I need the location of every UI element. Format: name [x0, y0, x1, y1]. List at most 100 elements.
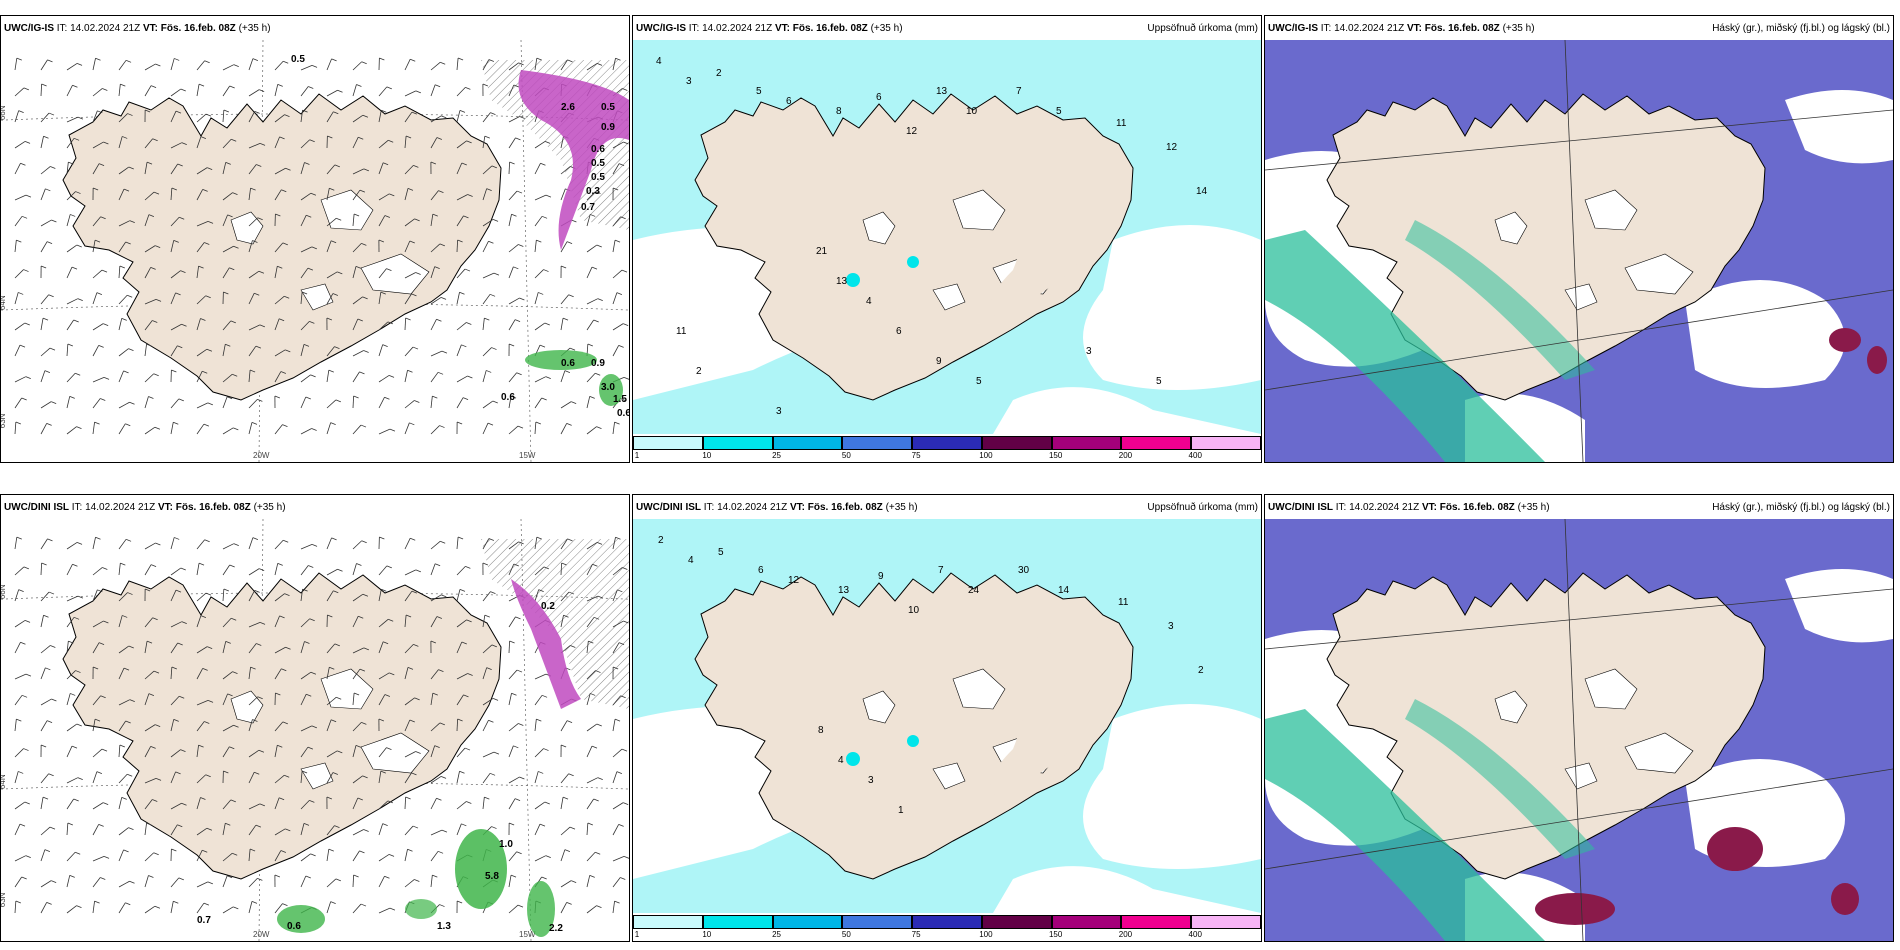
grid-label-lat: 63N	[1, 413, 7, 428]
wind-value-label: 2.2	[549, 923, 563, 934]
precip-value-label: 5	[718, 547, 724, 558]
mid-cloud-patch	[1535, 893, 1615, 925]
precip-value-label: 7	[1016, 86, 1022, 97]
panel-precip-igis: UWC/IG-IS IT: 14.02.2024 21Z VT: Fös. 16…	[632, 15, 1262, 463]
colorbar-label: 400	[1188, 930, 1202, 939]
precip-value-label: 3	[868, 775, 874, 786]
precip-value-label: 24	[968, 585, 980, 596]
wind-value-label: 0.6	[287, 921, 301, 932]
valid-time: Fös. 16.feb. 08Z	[175, 501, 251, 513]
colorbar-label: 50	[841, 451, 851, 460]
precip-colorbar: 1 10 25 50 75 100 150 200 400	[633, 434, 1261, 462]
wind-value-label: 0.6	[561, 358, 575, 369]
colorbar-label: 1	[634, 930, 640, 939]
lead-time: (+35 h)	[1502, 22, 1535, 34]
it-label: IT:	[56, 22, 68, 34]
colorbar-swatch	[633, 915, 703, 929]
vt-label: VT:	[1421, 501, 1437, 513]
precip-map: 2 4 5 6 12 13 9 10 7 24 30 14 11 3 2 8 4 3 1	[633, 519, 1261, 913]
precip-value-label: 6	[876, 92, 882, 103]
colorbar-swatch	[981, 436, 1052, 450]
init-time: 14.02.2024 21Z	[717, 501, 788, 513]
colorbar-swatch	[1051, 436, 1122, 450]
precip-value-label: 4	[688, 555, 694, 566]
precip-value-label: 5	[1056, 106, 1062, 117]
colorbar-label: 10	[702, 451, 712, 460]
iceland-coastline	[1326, 572, 1766, 880]
wind-value-label: 2.6	[561, 102, 575, 113]
dry-land	[793, 736, 833, 764]
high-cloud-band	[1405, 220, 1595, 380]
colorbar-swatch	[1121, 915, 1192, 929]
wind-value-label: 0.6	[501, 392, 515, 403]
precip-value-label: 12	[906, 126, 918, 137]
mid-cloud-patch	[1829, 328, 1861, 352]
hatched-area	[481, 539, 629, 709]
high-cloud-band	[1265, 230, 1545, 462]
valid-time: Fös. 16.feb. 08Z	[807, 501, 883, 513]
colorbar-label: 75	[911, 930, 921, 939]
valid-time: Fös. 16.feb. 08Z	[1424, 22, 1500, 34]
panel-cloud-igis: UWC/IG-IS IT: 14.02.2024 21Z VT: Fös. 16…	[1264, 15, 1894, 463]
precip-value-label: 9	[936, 356, 942, 367]
high-cloud-band	[1405, 699, 1595, 859]
init-time: 14.02.2024 21Z	[1334, 22, 1405, 34]
precip-value-label: 30	[1018, 565, 1030, 576]
dry-land	[990, 152, 1113, 320]
precip-value-label: 9	[878, 571, 884, 582]
colorbar-label: 25	[772, 451, 781, 460]
init-time: 14.02.2024 21Z	[702, 22, 773, 34]
wind-value-label: 0.7	[581, 202, 595, 213]
colorbar-swatch	[1191, 436, 1261, 450]
product-title: Háský (gr.), miðský (fj.bl.) og lágský (…	[1712, 22, 1890, 34]
projection-lines	[1265, 40, 1893, 462]
colorbar-swatch	[842, 915, 913, 929]
colorbar-swatch	[772, 915, 843, 929]
precip-value-label: 11	[1116, 118, 1127, 129]
colorbar-label: 25	[772, 930, 781, 939]
grid-label-lat: 66N	[1, 105, 7, 120]
precip-value-label: 3	[686, 76, 692, 87]
colorbar-swatch	[1051, 915, 1122, 929]
wind-value-label: 0.7	[197, 915, 211, 926]
lead-time: (+35 h)	[1517, 501, 1550, 513]
model-name: UWC/DINI ISL	[1268, 501, 1333, 513]
vt-label: VT:	[157, 501, 173, 513]
it-label: IT:	[1320, 22, 1332, 34]
init-time: 14.02.2024 21Z	[70, 22, 141, 34]
wind-value-label: 0.6	[617, 408, 629, 419]
wind-value-label: 1.0	[499, 839, 513, 850]
panel-cloud-dini: UWC/DINI ISL IT: 14.02.2024 21Z VT: Fös.…	[1264, 494, 1894, 942]
colorbar-label: 1	[634, 451, 640, 460]
wind-value-label: 0.2	[541, 601, 555, 612]
colorbar-label: 150	[1048, 930, 1063, 939]
it-label: IT:	[1335, 501, 1347, 513]
precip-value-label: 4	[656, 56, 662, 67]
lead-time: (+35 h)	[870, 22, 903, 34]
panel-header: UWC/IG-IS IT: 14.02.2024 21Z VT: Fös. 16…	[1, 16, 629, 40]
it-label: IT:	[71, 501, 83, 513]
wind-value-label: 1.5	[613, 394, 627, 405]
mid-cloud-patch	[1707, 827, 1763, 871]
colorbar-label: 150	[1048, 451, 1063, 460]
precip-value-label: 14	[1196, 186, 1208, 197]
mid-cloud-patch	[1867, 346, 1887, 374]
colorbar-label: 10	[702, 930, 712, 939]
model-name: UWC/DINI ISL	[4, 501, 69, 513]
grid-label-lon: 20W	[253, 930, 270, 939]
colorbar-swatch	[1121, 436, 1192, 450]
colorbar-label: 200	[1118, 930, 1133, 939]
precip-value-label: 5	[1156, 376, 1162, 387]
model-name: UWC/DINI ISL	[636, 501, 701, 513]
panel-header: UWC/IG-IS IT: 14.02.2024 21Z VT: Fös. 16…	[633, 16, 1261, 40]
iceland-coastline	[1326, 93, 1766, 401]
precip-value-label: 11	[1118, 597, 1129, 608]
precip-value-label: 2	[716, 68, 722, 79]
product-title: Háský (gr.), miðský (fj.bl.) og lágský (…	[1712, 501, 1890, 513]
wind-value-label: 0.5	[291, 54, 305, 65]
precip-value-label: 10	[908, 605, 920, 616]
precip-value-label: 5	[976, 376, 982, 387]
wind-value-label: 0.9	[601, 122, 615, 133]
precip-value-label: 3	[776, 406, 782, 417]
dry-land	[793, 257, 833, 285]
